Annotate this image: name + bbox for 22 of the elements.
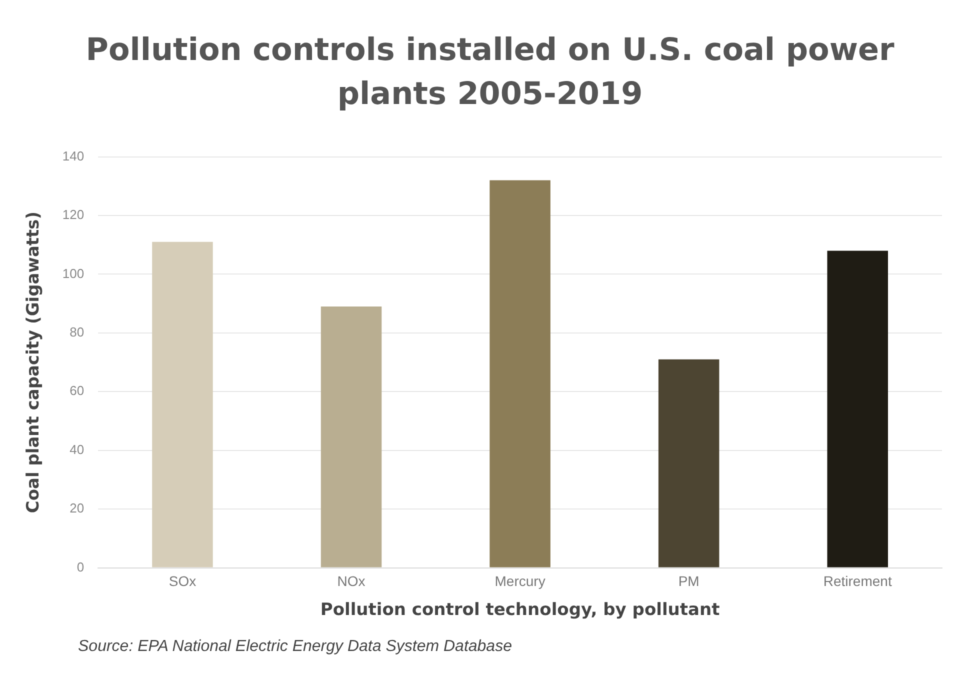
y-tick-label: 100 <box>62 266 84 281</box>
source-note: Source: EPA National Electric Energy Data System Database <box>78 638 512 656</box>
bar <box>827 250 888 568</box>
y-tick-label: 60 <box>70 383 84 398</box>
y-tick-label: 140 <box>62 148 84 164</box>
x-axis-title: Pollution control technology, by pollutant <box>320 600 720 620</box>
x-tick-label: SOx <box>168 573 196 590</box>
bar <box>490 180 550 568</box>
x-tick-label: Retirement <box>823 573 892 590</box>
y-tick-label: 20 <box>70 500 84 516</box>
y-tick-label: 0 <box>76 559 84 574</box>
x-tick-label: PM <box>678 573 700 590</box>
chart-title: Pollution controls installed on U.S. coal power plants 2005-2019 <box>84 31 896 114</box>
bar <box>320 306 382 568</box>
y-axis-title: Coal plant capacity (Gigawatts) <box>24 211 44 514</box>
x-tick-label: NOx <box>337 573 366 590</box>
y-tick-label: 80 <box>70 324 84 340</box>
x-tick-label: Mercury <box>494 573 546 590</box>
y-tick-label: 120 <box>62 207 84 222</box>
y-tick-label: 40 <box>70 442 84 457</box>
bar <box>152 242 213 568</box>
bar <box>658 359 720 568</box>
